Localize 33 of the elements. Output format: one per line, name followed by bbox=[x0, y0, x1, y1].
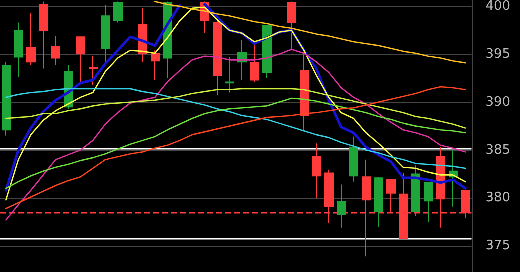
y-tick-label: 380 bbox=[486, 190, 511, 206]
y-tick-label: 390 bbox=[486, 94, 511, 110]
line-series bbox=[6, 88, 466, 129]
candlestick bbox=[51, 36, 60, 66]
line-series bbox=[6, 88, 466, 170]
candlestick bbox=[39, 1, 48, 70]
candlestick bbox=[337, 184, 346, 228]
candlestick bbox=[151, 50, 160, 81]
candlestick bbox=[411, 165, 420, 217]
candlestick bbox=[225, 56, 234, 94]
candlestick bbox=[287, 1, 296, 52]
candlestick bbox=[14, 22, 23, 78]
candlestick bbox=[424, 182, 433, 223]
candlestick bbox=[349, 136, 358, 182]
candlestick bbox=[213, 20, 222, 96]
candlestick bbox=[26, 12, 36, 66]
line-series bbox=[6, 48, 466, 221]
candlestick bbox=[76, 36, 85, 83]
y-tick-label: 385 bbox=[486, 142, 511, 158]
candlestick bbox=[300, 50, 309, 131]
y-tick-label: 400 bbox=[486, 0, 511, 14]
line-series bbox=[6, 98, 466, 190]
y-tick-label: 375 bbox=[486, 238, 511, 254]
candlestick bbox=[101, 5, 110, 63]
candlestick bbox=[262, 25, 272, 79]
line-series bbox=[6, 86, 466, 210]
y-tick-label: 395 bbox=[486, 46, 511, 62]
candlestick bbox=[374, 176, 383, 228]
candlestick bbox=[113, 1, 123, 24]
candlestick bbox=[2, 62, 11, 136]
line-series bbox=[154, 1, 466, 64]
candlestick bbox=[312, 143, 321, 199]
candlestick bbox=[89, 56, 98, 86]
